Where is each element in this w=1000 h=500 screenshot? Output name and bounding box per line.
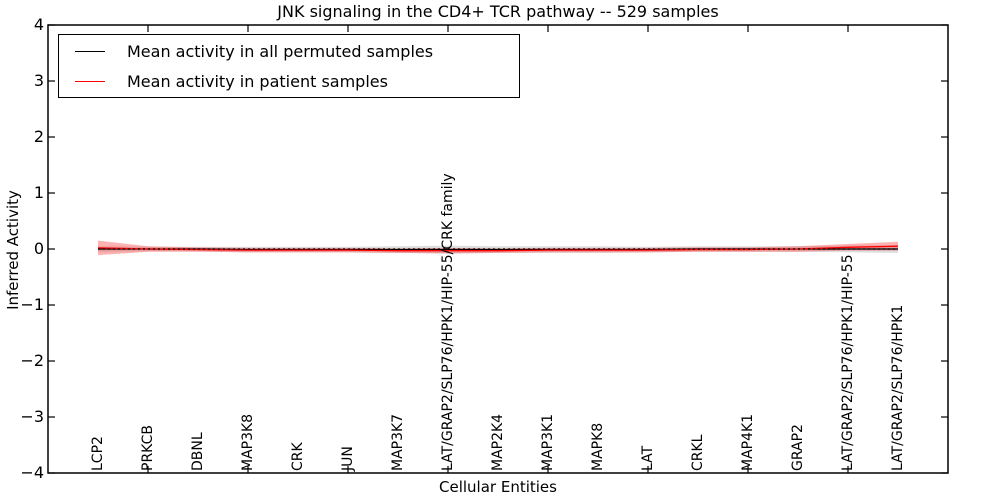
x-tick-label: MAP3K7	[390, 413, 406, 471]
x-axis-label: Cellular Entities	[439, 478, 557, 496]
y-tick-label: 0	[33, 239, 44, 258]
patient-band	[98, 240, 898, 256]
x-tick-label: MAP3K8	[240, 413, 256, 471]
x-tick-label: MAP2K4	[490, 413, 506, 471]
y-tick-label: −1	[20, 295, 44, 314]
x-tick-label: LAT	[640, 445, 656, 471]
y-tick-label: 4	[33, 15, 44, 34]
legend-item-permuted: Mean activity in all permuted samples	[59, 37, 519, 65]
x-tick-label: MAP3K1	[540, 413, 556, 471]
y-tick-label: 1	[33, 183, 44, 202]
x-tick-label: MAP4K1	[740, 413, 756, 471]
legend-line-permuted	[75, 50, 105, 52]
x-tick-label: LAT/GRAP2/SLP76/HPK1	[890, 304, 906, 471]
y-tick-label: 3	[33, 71, 44, 90]
x-tick-label: CRKL	[690, 434, 706, 471]
x-tick-label: MAPK8	[590, 422, 606, 471]
legend-item-patient: Mean activity in patient samples	[59, 67, 519, 95]
x-tick-label: LAT/GRAP2/SLP76/HPK1/HIP-55	[840, 254, 856, 471]
legend-line-patient	[75, 80, 105, 82]
y-tick-label: 2	[33, 127, 44, 146]
x-tick-label: DBNL	[190, 432, 206, 471]
x-tick-label: CRK	[290, 442, 306, 471]
x-tick-label: JUN	[340, 446, 356, 471]
legend-label-permuted: Mean activity in all permuted samples	[127, 41, 434, 61]
x-tick-label: LCP2	[90, 436, 106, 471]
x-tick-label: GRAP2	[790, 424, 806, 471]
y-tick-label: −3	[20, 407, 44, 426]
legend: Mean activity in all permuted samples Me…	[58, 34, 520, 98]
x-tick-label: LAT/GRAP2/SLP76/HPK1/HIP-55/CRK family	[440, 173, 456, 471]
x-tick-label: PRKCB	[140, 425, 156, 471]
chart-title: JNK signaling in the CD4+ TCR pathway --…	[277, 2, 719, 21]
y-tick-label: −2	[20, 351, 44, 370]
legend-label-patient: Mean activity in patient samples	[127, 71, 388, 91]
y-tick-label: −4	[20, 463, 44, 482]
